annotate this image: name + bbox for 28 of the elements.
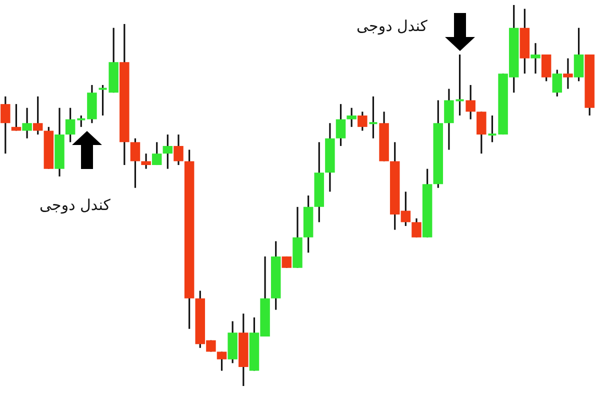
candlestick [130,138,140,189]
candlestick [65,107,76,143]
candlestick [412,218,422,238]
annotation: کندل دوجی [38,196,112,214]
annotation: کندل دوجی [356,17,428,35]
candlestick [22,107,32,140]
candlestick [487,114,498,143]
candlestick [444,88,454,151]
candlestick [336,103,346,147]
candlestick [552,68,562,98]
candlestick [454,54,465,116]
candlestick [530,42,540,74]
candlestick [141,152,151,170]
candlestick [346,107,356,128]
candlestick [216,350,227,372]
candlestick [152,141,162,166]
candlestick [174,134,184,166]
candlestick [541,54,552,82]
candlestick [358,110,368,132]
candlestick [368,96,378,140]
candlestick [466,84,476,120]
candlestick [0,96,10,154]
candlestick [76,114,86,128]
candlestick [563,58,573,90]
candlestick [162,134,173,170]
candlestick [476,110,486,154]
candlestick [32,96,43,136]
candlestick [574,27,584,82]
